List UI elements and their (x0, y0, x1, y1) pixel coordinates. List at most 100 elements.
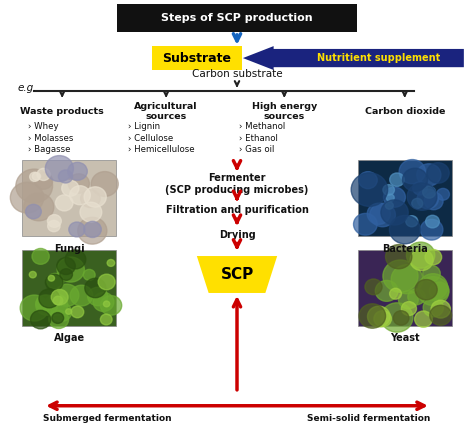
Circle shape (32, 249, 49, 264)
Circle shape (390, 288, 401, 299)
Circle shape (20, 295, 48, 321)
Text: Carbon substrate: Carbon substrate (191, 69, 283, 79)
Circle shape (418, 276, 449, 306)
Circle shape (70, 285, 93, 306)
Circle shape (375, 280, 398, 301)
FancyBboxPatch shape (152, 46, 242, 70)
Circle shape (424, 192, 443, 210)
Circle shape (80, 202, 102, 222)
Circle shape (45, 294, 68, 315)
Polygon shape (197, 256, 277, 293)
Text: Filtration and purification: Filtration and purification (165, 205, 309, 215)
Circle shape (65, 250, 86, 269)
Circle shape (354, 213, 377, 235)
Circle shape (81, 190, 100, 208)
Circle shape (381, 303, 413, 332)
Text: › Molasses: › Molasses (28, 133, 73, 143)
Circle shape (423, 298, 444, 317)
Circle shape (46, 156, 73, 181)
Circle shape (55, 195, 73, 211)
Circle shape (427, 163, 449, 183)
Circle shape (58, 170, 73, 183)
Circle shape (48, 276, 55, 281)
Circle shape (407, 183, 437, 210)
Text: › Ethanol: › Ethanol (239, 133, 278, 143)
Circle shape (103, 301, 110, 307)
Circle shape (37, 168, 50, 181)
Circle shape (406, 216, 418, 227)
Circle shape (29, 272, 36, 278)
Text: › Gas oil: › Gas oil (239, 145, 275, 154)
Circle shape (78, 217, 107, 244)
Text: Fermenter
(SCP producing microbes): Fermenter (SCP producing microbes) (165, 173, 309, 195)
Circle shape (84, 187, 106, 207)
Circle shape (417, 164, 441, 186)
Polygon shape (243, 46, 464, 70)
Circle shape (390, 173, 404, 186)
Circle shape (62, 181, 79, 196)
Circle shape (383, 260, 418, 292)
Circle shape (383, 187, 405, 207)
Text: Substrate: Substrate (162, 51, 231, 65)
FancyBboxPatch shape (357, 249, 452, 326)
Circle shape (57, 258, 75, 275)
Text: Algae: Algae (54, 334, 85, 344)
Circle shape (402, 168, 428, 191)
Circle shape (60, 269, 73, 280)
FancyBboxPatch shape (118, 4, 356, 32)
Text: Yeast: Yeast (390, 334, 419, 344)
Text: › Lignin: › Lignin (128, 122, 160, 131)
Circle shape (36, 295, 54, 311)
Circle shape (83, 269, 95, 280)
Circle shape (26, 204, 41, 219)
Circle shape (386, 194, 394, 201)
Circle shape (426, 215, 439, 228)
Circle shape (100, 296, 122, 315)
Circle shape (68, 174, 89, 193)
Circle shape (417, 189, 438, 209)
Circle shape (367, 306, 390, 327)
Text: › Cellulose: › Cellulose (128, 133, 173, 143)
Circle shape (385, 202, 393, 209)
Circle shape (10, 182, 44, 213)
FancyBboxPatch shape (357, 160, 452, 236)
Circle shape (24, 193, 54, 221)
Circle shape (390, 215, 420, 244)
Circle shape (381, 200, 408, 225)
Circle shape (39, 289, 60, 308)
Circle shape (46, 274, 63, 290)
Circle shape (399, 160, 426, 184)
Circle shape (393, 311, 409, 325)
Circle shape (85, 278, 106, 298)
Circle shape (423, 186, 436, 198)
Circle shape (48, 220, 60, 232)
Text: › Bagasse: › Bagasse (28, 145, 71, 154)
Circle shape (413, 182, 427, 195)
Circle shape (35, 173, 53, 189)
Circle shape (431, 300, 450, 318)
Circle shape (32, 173, 41, 180)
Circle shape (91, 172, 118, 196)
FancyBboxPatch shape (22, 160, 117, 236)
Circle shape (412, 198, 423, 208)
Circle shape (430, 305, 452, 325)
Circle shape (98, 274, 115, 290)
Circle shape (408, 289, 425, 305)
Circle shape (51, 303, 72, 321)
Circle shape (100, 314, 112, 325)
Circle shape (16, 169, 53, 203)
Circle shape (47, 273, 64, 289)
Text: Nutritient supplement: Nutritient supplement (317, 53, 440, 63)
Circle shape (52, 313, 64, 324)
Circle shape (351, 173, 388, 206)
Text: › Whey: › Whey (28, 122, 59, 131)
Circle shape (51, 290, 68, 305)
Text: High energy
sources: High energy sources (252, 102, 317, 121)
Circle shape (367, 203, 390, 225)
Circle shape (370, 203, 395, 227)
Text: e.g.: e.g. (17, 82, 37, 92)
Circle shape (419, 274, 447, 300)
Circle shape (365, 279, 382, 295)
Circle shape (53, 296, 63, 305)
Circle shape (55, 284, 79, 306)
